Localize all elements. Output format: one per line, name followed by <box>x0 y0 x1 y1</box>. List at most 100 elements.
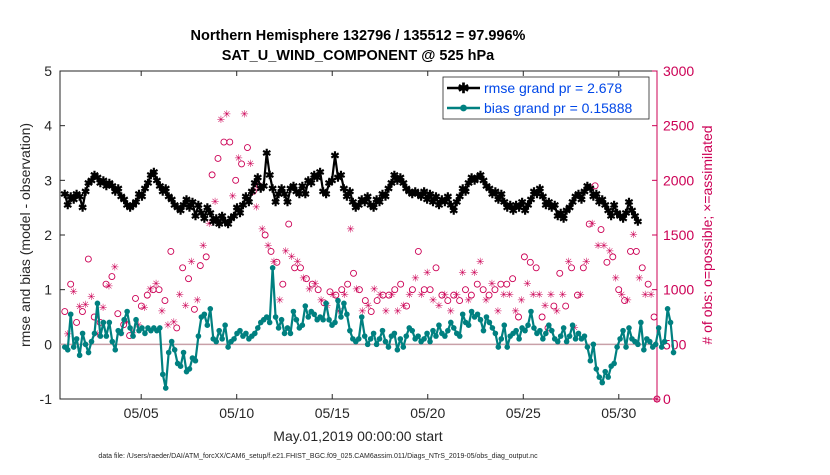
bias-point <box>537 327 543 334</box>
obs-assimilated-point: ✳ <box>122 317 130 328</box>
bias-point <box>400 344 407 350</box>
bias-point <box>192 357 199 364</box>
rmse-point: ✱ <box>583 181 592 193</box>
obs-possible-point <box>650 313 658 321</box>
rmse-point: ✱ <box>440 197 449 209</box>
rmse-point: ✱ <box>238 200 247 212</box>
rmse-point: ✱ <box>449 205 458 217</box>
obs-assimilated-point: ✳ <box>429 296 437 307</box>
obs-assimilated-point: ✳ <box>553 306 561 317</box>
obs-assimilated-point: ✳ <box>382 306 390 317</box>
obs-assimilated-point: ✳ <box>252 203 260 214</box>
bias-point <box>599 379 606 386</box>
bias-point <box>513 327 519 334</box>
bias-point <box>560 325 567 331</box>
bias-point <box>566 333 573 339</box>
rmse-point: ✱ <box>167 194 176 206</box>
bias-point <box>106 319 113 326</box>
obs-assimilated-point: ✳ <box>140 303 148 314</box>
obs-assimilated-point: ✳ <box>523 279 531 290</box>
bias-point <box>590 341 597 348</box>
obs-possible-point <box>350 269 357 277</box>
obs-possible-point <box>261 231 269 239</box>
bias-point <box>361 333 368 339</box>
obs-assimilated-point: ✳ <box>388 290 396 301</box>
bias-point <box>94 300 101 307</box>
rmse-point: ✱ <box>624 197 633 209</box>
bias-point <box>332 319 338 326</box>
bias-point <box>180 349 187 356</box>
obs-possible-point <box>79 308 86 315</box>
obs-possible-point <box>185 275 192 283</box>
bias-point <box>290 308 297 315</box>
bias-point <box>655 325 662 331</box>
obs-assimilated-point: ✳ <box>576 290 584 301</box>
bias-point <box>652 341 659 348</box>
obs-assimilated-point: ✳ <box>617 290 625 301</box>
rmse-point: ✱ <box>402 184 411 196</box>
rmse-point: ✱ <box>313 173 322 185</box>
rmse-point: ✱ <box>316 167 325 179</box>
obs-assimilated-point: ✳ <box>81 300 89 311</box>
bias-point <box>661 338 668 345</box>
obs-assimilated-point: ✳ <box>476 257 484 268</box>
obs-possible-point <box>491 286 499 294</box>
bias-point <box>118 330 124 337</box>
obs-possible-point <box>503 280 511 288</box>
obs-assimilated-point: ✳ <box>217 115 225 126</box>
rmse-point: ✱ <box>434 200 443 212</box>
rmse-point: ✱ <box>185 203 194 215</box>
bias-point <box>394 347 401 353</box>
obs-possible-point <box>314 286 322 294</box>
bias-point <box>347 327 353 334</box>
x-tick-label: 05/30 <box>601 405 636 421</box>
obs-possible-point <box>226 138 234 146</box>
x-axis-ticks: 05/05 05/10 05/15 05/20 05/25 05/30 <box>124 71 637 421</box>
bias-point <box>635 341 641 348</box>
bias-point <box>504 344 511 350</box>
rmse-point: ✱ <box>170 200 179 212</box>
obs-possible-point <box>167 247 175 255</box>
bias-point <box>364 341 371 348</box>
rmse-point: ✱ <box>580 186 589 198</box>
bias-point <box>638 319 644 326</box>
rmse-point: ✱ <box>526 194 535 206</box>
rmse-point: ✱ <box>482 181 491 193</box>
bias-point <box>358 314 365 320</box>
rmse-point: ✱ <box>87 175 96 187</box>
bias-point <box>546 322 552 329</box>
rmse-point: ✱ <box>229 211 238 223</box>
rmse-point: ✱ <box>446 200 455 212</box>
bias-point <box>569 322 576 329</box>
rmse-point: ✱ <box>381 192 390 204</box>
rmse-point: ✱ <box>265 170 274 182</box>
bias-point <box>575 330 582 337</box>
rmse-point: ✱ <box>143 178 152 190</box>
bias-point <box>263 314 270 320</box>
obs-assimilated-point: ✳ <box>494 306 502 317</box>
rmse-point: ✱ <box>538 192 547 204</box>
bias-point <box>320 316 326 323</box>
obs-possible-point <box>73 319 81 326</box>
bias-point <box>448 319 454 326</box>
rmse-point: ✱ <box>117 192 126 204</box>
bias-point <box>70 344 77 350</box>
obs-assimilated-point: ✳ <box>205 219 213 230</box>
rmse-point: ✱ <box>559 214 568 226</box>
rmse-point: ✱ <box>194 200 203 212</box>
legend-bias-marker <box>460 104 467 112</box>
bias-point <box>272 314 279 320</box>
bias-point <box>67 311 74 318</box>
rmse-point: ✱ <box>345 186 354 198</box>
obs-assimilated-point: ✳ <box>452 290 460 301</box>
rmse-point: ✱ <box>152 175 161 187</box>
rmse-point: ✱ <box>221 216 230 228</box>
bias-point <box>243 330 249 337</box>
obs-possible-point <box>84 255 92 263</box>
rmse-point: ✱ <box>408 189 417 201</box>
rmse-point: ✱ <box>604 205 613 217</box>
rmse-point: ✱ <box>553 211 562 223</box>
rmse-point: ✱ <box>289 181 298 193</box>
rmse-point: ✱ <box>470 175 479 187</box>
